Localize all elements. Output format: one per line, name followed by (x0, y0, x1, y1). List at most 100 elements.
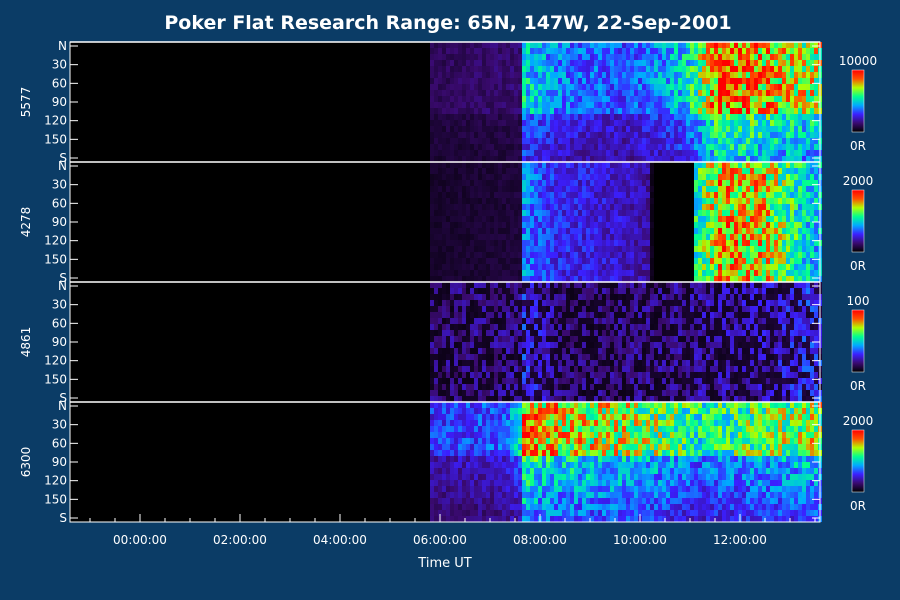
heat-cell (650, 366, 654, 372)
heat-cell (710, 186, 714, 192)
heat-cell (650, 78, 654, 84)
heat-cell (546, 318, 550, 324)
heat-cell (654, 336, 658, 342)
heat-cell (662, 318, 666, 324)
heat-cell (518, 228, 522, 234)
heat-cell (558, 108, 562, 114)
heat-cell (698, 270, 702, 276)
heat-cell (630, 228, 634, 234)
heat-cell (522, 138, 526, 144)
heat-cell (606, 288, 610, 294)
heat-cell (438, 264, 442, 270)
heat-cell (510, 102, 514, 108)
heat-cell (590, 42, 594, 48)
heat-cell (538, 120, 542, 126)
heat-cell (442, 234, 446, 240)
heat-cell (478, 390, 482, 396)
heat-cell (458, 318, 462, 324)
heat-cell (626, 348, 630, 354)
heat-cell (618, 102, 622, 108)
heat-cell (702, 78, 706, 84)
heat-cell (442, 384, 446, 390)
heat-cell (438, 114, 442, 120)
heat-cell (646, 186, 650, 192)
heat-cell (702, 216, 706, 222)
heat-cell (754, 204, 758, 210)
heat-cell (642, 342, 646, 348)
heat-cell (490, 372, 494, 378)
heat-cell (734, 174, 738, 180)
heat-cell (586, 144, 590, 150)
heat-cell (750, 126, 754, 132)
heat-cell (538, 306, 542, 312)
heat-cell (634, 186, 638, 192)
heat-cell (794, 84, 798, 90)
heat-cell (514, 300, 518, 306)
heat-cell (506, 348, 510, 354)
heat-cell (558, 270, 562, 276)
heat-cell (562, 60, 566, 66)
heat-cell (718, 78, 722, 84)
heat-cell (706, 252, 710, 258)
heat-cell (670, 132, 674, 138)
heat-cell (814, 48, 818, 54)
heat-cell (546, 180, 550, 186)
heat-cell (642, 138, 646, 144)
heat-cell (670, 54, 674, 60)
heat-cell (474, 216, 478, 222)
heat-cell (466, 336, 470, 342)
heat-cell (506, 168, 510, 174)
heat-cell (602, 330, 606, 336)
heat-cell (466, 396, 470, 402)
heat-cell (718, 132, 722, 138)
heat-cell (514, 132, 518, 138)
heat-cell (558, 222, 562, 228)
heat-cell (726, 54, 730, 60)
heat-cell (658, 396, 662, 402)
heat-cell (598, 210, 602, 216)
heat-cell (798, 144, 802, 150)
heat-cell (786, 270, 790, 276)
heat-cell (674, 114, 678, 120)
heat-cell (434, 354, 438, 360)
heat-cell (626, 336, 630, 342)
heat-cell (594, 234, 598, 240)
heat-cell (586, 78, 590, 84)
heat-cell (654, 66, 658, 72)
heat-cell (606, 60, 610, 66)
heat-cell (762, 222, 766, 228)
heat-cell (470, 228, 474, 234)
heat-cell (494, 114, 498, 120)
heat-cell (438, 204, 442, 210)
heat-cell (578, 156, 582, 162)
heat-cell (506, 300, 510, 306)
heat-cell (486, 318, 490, 324)
heat-cell (498, 390, 502, 396)
heat-cell (586, 270, 590, 276)
heat-cell (438, 228, 442, 234)
heat-cell (446, 300, 450, 306)
heat-cell (710, 60, 714, 66)
heat-cell (634, 126, 638, 132)
heat-cell (778, 186, 782, 192)
heat-cell (546, 42, 550, 48)
heat-cell (626, 228, 630, 234)
heat-cell (706, 144, 710, 150)
heat-cell (546, 294, 550, 300)
heat-cell (570, 126, 574, 132)
heat-cell (762, 138, 766, 144)
heat-cell (570, 144, 574, 150)
y-tick-label: 30 (52, 178, 67, 192)
heat-cell (430, 360, 434, 366)
heat-cell (786, 258, 790, 264)
heat-cell (450, 252, 454, 258)
heat-cell (762, 144, 766, 150)
heat-cell (542, 198, 546, 204)
heat-cell (714, 258, 718, 264)
heat-cell (526, 66, 530, 72)
heat-cell (590, 282, 594, 288)
heat-cell (610, 366, 614, 372)
heat-cell (430, 96, 434, 102)
heat-cell (754, 270, 758, 276)
heat-cell (586, 312, 590, 318)
